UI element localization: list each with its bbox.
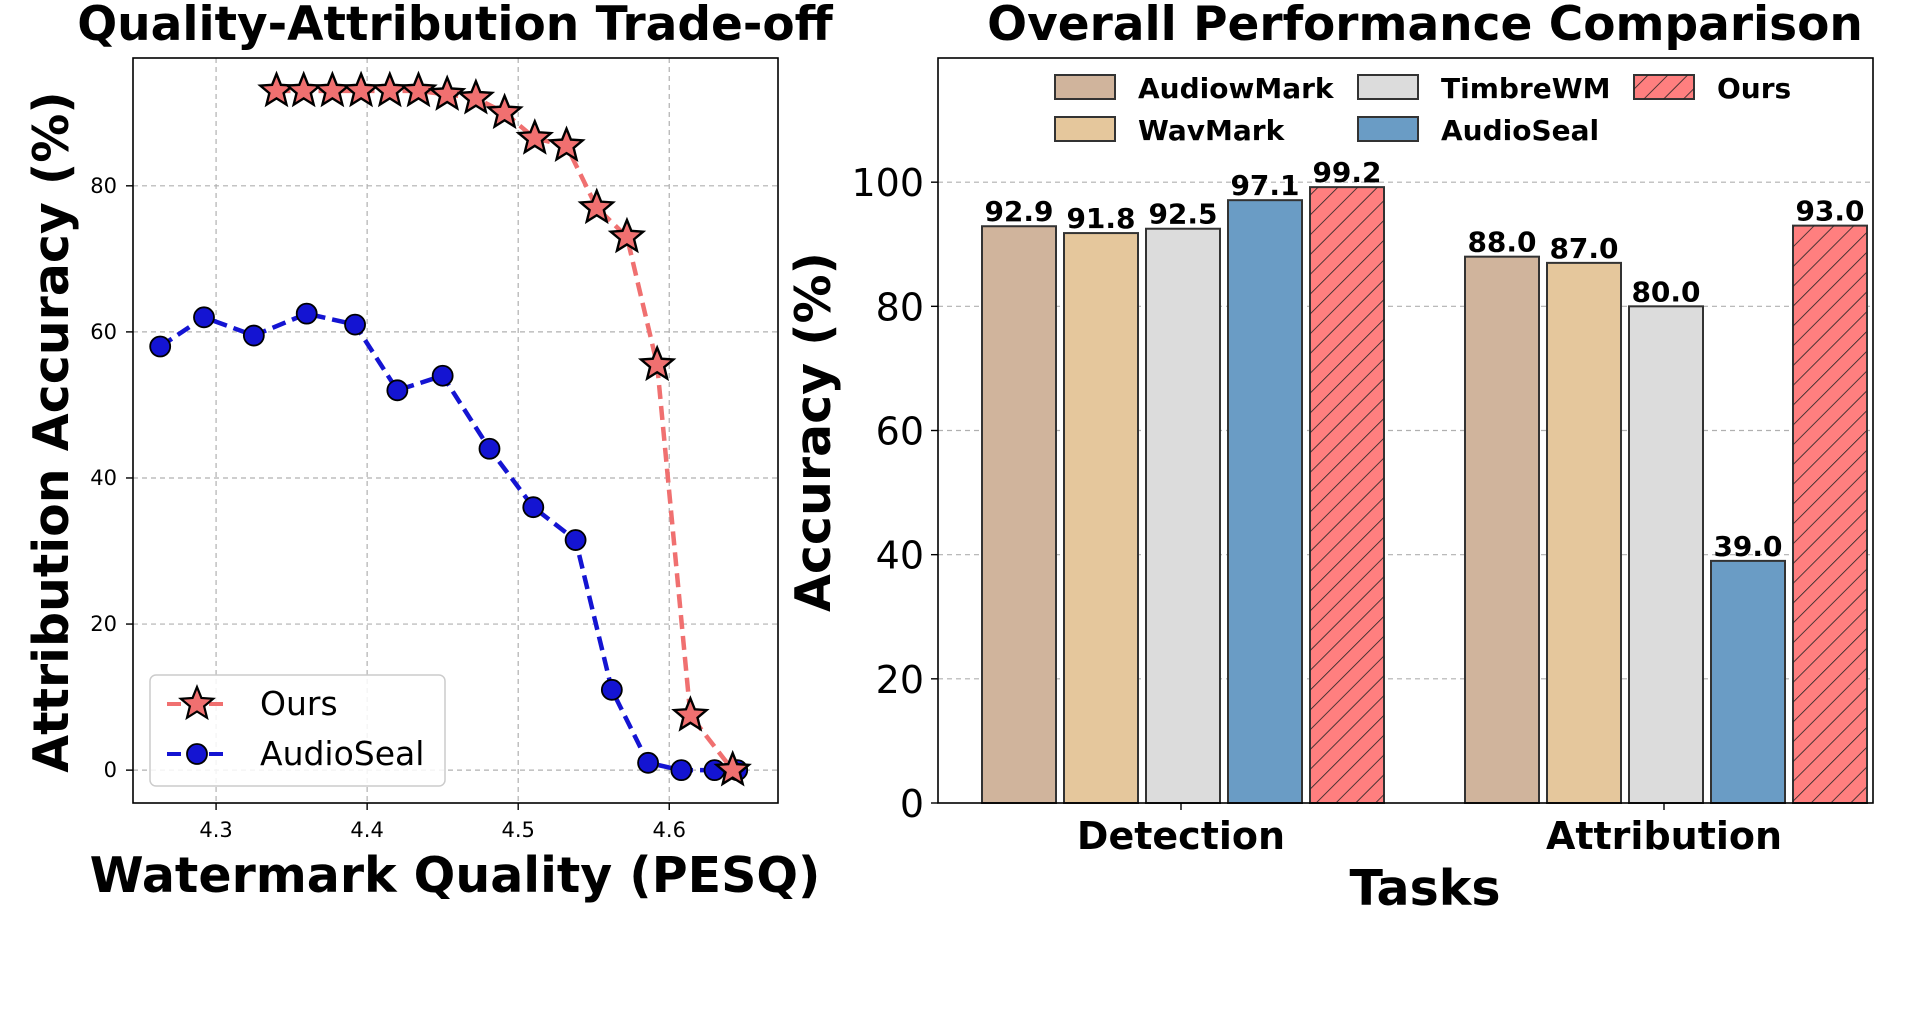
legend-label-wavmark: WavMark: [1138, 114, 1286, 147]
bar-timbrewm: [1628, 305, 1704, 804]
bar-hatch-ours: [1310, 187, 1384, 804]
legend-label-audiowmark: AudiowMark: [1138, 72, 1335, 105]
data-point-audioseal: [386, 379, 409, 402]
data-point-ours: [399, 70, 438, 108]
y-tick-label: 40: [90, 466, 117, 490]
data-point-audioseal: [637, 751, 659, 774]
data-point-ours: [547, 125, 586, 162]
bar-value-label: 93.0: [1795, 195, 1864, 228]
data-point-audioseal: [431, 364, 454, 387]
y-tick-label: 80: [90, 174, 117, 198]
trade-off-plot-frame: [132, 57, 779, 804]
legend-box: [149, 674, 446, 787]
y-tick-label: 0: [104, 758, 117, 782]
data-point-audioseal: [600, 678, 623, 701]
bar-value-label: 92.9: [984, 195, 1053, 228]
data-point-ours: [313, 70, 352, 108]
performance-chart-title: Overall Performance Comparison: [987, 0, 1863, 52]
data-point-ours: [577, 187, 616, 225]
legend-swatch-wavmark: [1054, 116, 1116, 142]
bar-audiowmark: [981, 225, 1057, 804]
bar-value-label: 97.1: [1230, 169, 1299, 202]
data-point-audioseal: [149, 335, 172, 358]
data-point-audioseal: [670, 759, 693, 782]
bar-wavmark: [1063, 232, 1139, 804]
data-point-audioseal: [564, 529, 587, 551]
data-point-audioseal: [193, 306, 215, 329]
bar-value-label: 92.5: [1148, 198, 1217, 231]
bar-audioseal: [1227, 199, 1303, 804]
performance-x-axis-label: Tasks: [1349, 860, 1500, 917]
x-tick-label: 4.3: [199, 818, 232, 842]
x-tick-label: 4.5: [501, 818, 534, 842]
bar-audioseal: [1710, 559, 1786, 804]
data-point-ours: [370, 70, 410, 108]
bar-value-label: 88.0: [1467, 226, 1536, 259]
legend-swatch-audiowmark: [1054, 74, 1116, 100]
bar-value-label: 80.0: [1631, 275, 1700, 308]
legend-ours-star-icon: [178, 684, 216, 721]
bar-timbrewm: [1145, 227, 1221, 804]
trade-off-chart: Quality-Attribution Trade-off 4.3 4.4 4.5 4…: [23, 0, 834, 904]
bar-audiowmark: [1464, 255, 1540, 804]
data-point-ours: [637, 344, 677, 382]
bar-value-label: 91.8: [1066, 202, 1135, 235]
data-point-ours: [284, 70, 323, 108]
bar-value-label: 87.0: [1549, 232, 1618, 265]
x-tick-label: 4.4: [350, 818, 383, 842]
data-point-audioseal: [295, 302, 318, 325]
y-tick-label: 60: [876, 410, 924, 454]
category-label: Detection: [1077, 814, 1285, 858]
y-tick-label: 100: [851, 161, 924, 205]
y-tick-label: 0: [900, 782, 924, 826]
y-tick-label: 20: [876, 658, 924, 702]
bar-wavmark: [1546, 261, 1622, 804]
legend-swatch-hatch-ours: [1634, 75, 1694, 99]
data-point-ours: [456, 77, 496, 115]
data-point-ours: [713, 749, 752, 787]
trade-off-chart-title: Quality-Attribution Trade-off: [77, 0, 833, 52]
data-point-ours: [485, 92, 524, 130]
legend-label-ours: Ours: [1717, 72, 1791, 105]
performance-y-axis-label: Accuracy (%): [785, 252, 842, 612]
y-tick-label: 40: [876, 534, 924, 578]
data-point-audioseal: [478, 437, 501, 460]
trade-off-legend: Ours AudioSeal: [149, 674, 446, 787]
legend-label-timbrewm: TimbreWM: [1441, 72, 1610, 105]
data-point-audioseal: [522, 496, 545, 519]
legend-audioseal-circle-icon: [186, 743, 208, 765]
legend-label-audioseal: AudioSeal: [1441, 114, 1599, 147]
series-ours: [257, 70, 752, 787]
bar-hatch-ours: [1793, 225, 1867, 803]
bar-value-label: 99.2: [1312, 156, 1381, 189]
y-tick-label: 80: [876, 285, 924, 329]
series-line-ours: [276, 88, 735, 772]
legend-swatch-timbrewm: [1357, 74, 1419, 100]
category-label: Attribution: [1546, 814, 1782, 858]
data-point-ours: [341, 70, 381, 108]
performance-legend: AudiowMark WavMark TimbreWM AudioSeal Ours: [1054, 72, 1791, 147]
y-tick-label: 60: [90, 320, 117, 344]
data-point-audioseal: [242, 324, 265, 347]
data-point-ours: [257, 70, 296, 108]
data-point-ours: [607, 216, 647, 254]
data-point-ours: [671, 695, 710, 732]
legend-audioseal-label: AudioSeal: [260, 734, 424, 773]
legend-swatch-audioseal: [1357, 116, 1419, 142]
data-point-ours: [515, 118, 555, 155]
trade-off-x-axis-label: Watermark Quality (PESQ): [90, 847, 821, 904]
x-tick-label: 4.6: [653, 818, 686, 842]
data-point-audioseal: [344, 313, 366, 336]
trade-off-y-axis-label: Attribution Accuracy (%): [23, 91, 80, 773]
data-point-ours: [427, 74, 467, 111]
bar-value-label: 39.0: [1713, 530, 1782, 563]
y-tick-label: 20: [90, 612, 117, 636]
performance-chart: Overall Performance Comparison 92.9 91.8 9…: [785, 0, 1874, 917]
legend-ours-label: Ours: [260, 684, 338, 723]
